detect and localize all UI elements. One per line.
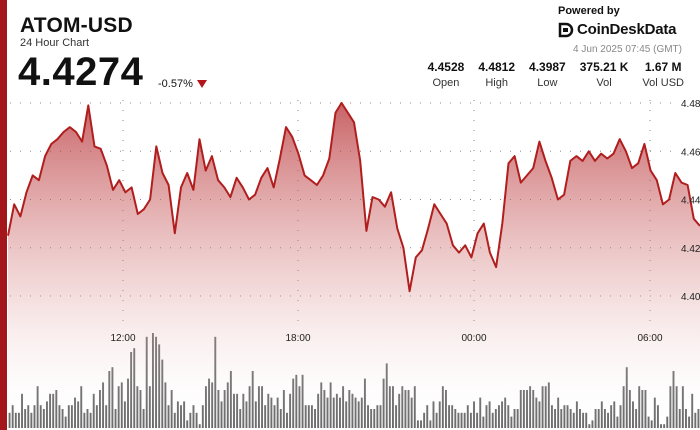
y-tick-label: 4.46 <box>681 147 700 158</box>
chart-subtitle: 24 Hour Chart <box>20 37 90 49</box>
y-tick-label: 4.44 <box>681 196 700 207</box>
price-change: -0.57% <box>158 78 193 90</box>
stat-value: 4.4528 <box>427 60 465 74</box>
stat-open: 4.4528 Open <box>428 60 465 89</box>
x-tick-label: 12:00 <box>110 333 135 344</box>
x-tick-label: 06:00 <box>637 333 662 344</box>
powered-by-label: Powered by <box>558 5 620 17</box>
timestamp: 4 Jun 2025 07:45 (GMT) <box>573 44 682 55</box>
y-tick-label: 4.48 <box>681 99 700 110</box>
stat-value: 1.67 M <box>644 60 682 74</box>
brand-logo: CoinDeskData <box>558 21 676 38</box>
y-tick-label: 4.40 <box>681 292 700 303</box>
stat-label: Vol USD <box>642 77 684 89</box>
x-tick-label: 18:00 <box>285 333 310 344</box>
brand-name: CoinDeskData <box>577 21 677 38</box>
coindesk-logo-icon <box>558 22 574 37</box>
y-tick-label: 4.42 <box>681 244 700 255</box>
price-area <box>8 103 700 430</box>
stat-vol: 375.21 K Vol <box>580 60 629 89</box>
pair-title: ATOM-USD <box>20 14 133 37</box>
price-line <box>7 102 700 293</box>
stat-label: High <box>485 77 508 89</box>
stat-value: 4.4812 <box>478 60 516 74</box>
stat-value: 4.3987 <box>529 60 566 74</box>
stat-label: Low <box>537 77 558 89</box>
x-tick-label: 00:00 <box>461 333 486 344</box>
stat-high: 4.4812 High <box>478 60 515 89</box>
stat-value: 375.21 K <box>579 60 629 74</box>
stat-label: Open <box>432 77 460 89</box>
accent-bar <box>0 0 7 430</box>
stat-label: Vol <box>596 77 612 89</box>
current-price: 4.4274 <box>18 50 144 94</box>
stat-low: 4.3987 Low <box>529 60 566 89</box>
stats-panel: 4.4528 Open 4.4812 High 4.3987 Low 375.2… <box>414 60 684 89</box>
down-arrow-icon <box>197 80 207 88</box>
stat-vol-usd: 1.67 M Vol USD <box>642 60 684 89</box>
